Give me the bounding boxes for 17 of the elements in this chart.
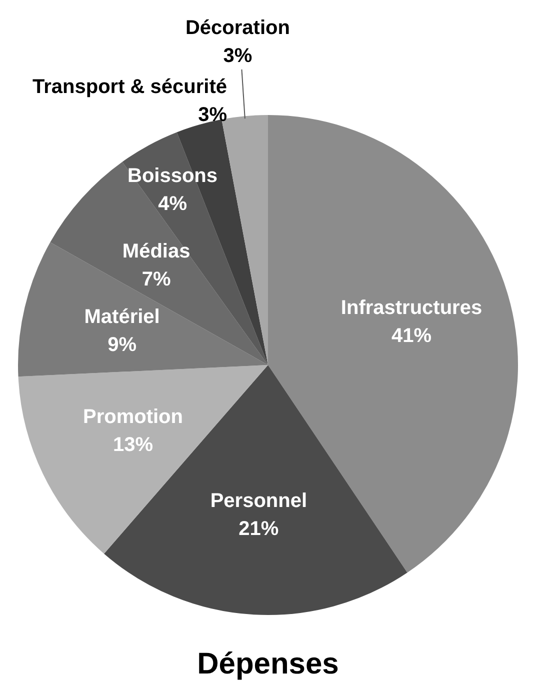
text: Dépenses xyxy=(197,647,339,680)
data-label: 3% xyxy=(223,44,252,67)
slice-label: Médias xyxy=(122,240,190,262)
data-label: 4% xyxy=(158,192,188,215)
data-label: 13% xyxy=(112,434,154,456)
slice-label: Décoration xyxy=(185,16,290,39)
slice-label: Boissons xyxy=(128,164,218,187)
slice-label: Infrastructures xyxy=(340,296,482,319)
slice-label: Transport & sécurité xyxy=(32,76,228,98)
data-label: 7% xyxy=(142,268,171,290)
data-label: 9% xyxy=(108,334,137,356)
slice-label: Promotion xyxy=(83,406,183,428)
slice-label: Personnel xyxy=(210,490,308,512)
data-label: 21% xyxy=(238,518,279,540)
data-label: 3% xyxy=(198,104,228,126)
data-label: 41% xyxy=(391,324,432,347)
slice-label: Matériel xyxy=(84,306,160,328)
